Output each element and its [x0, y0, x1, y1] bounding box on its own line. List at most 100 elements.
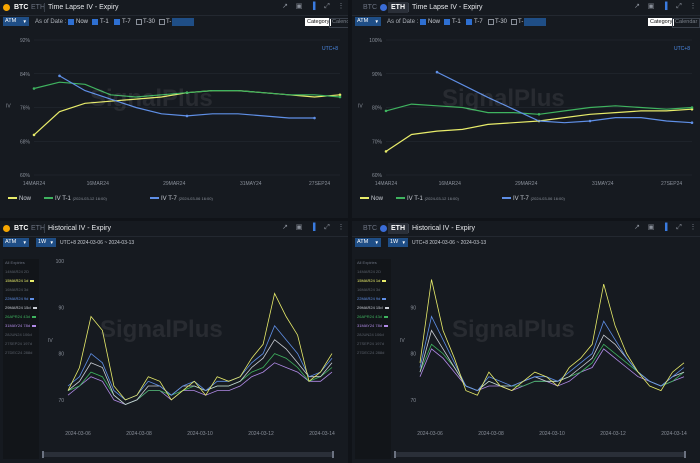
- time-range-scrollbar[interactable]: [42, 451, 334, 458]
- tab-btc[interactable]: BTC: [14, 4, 29, 11]
- panel-title: Historical IV - Expiry: [48, 225, 112, 232]
- expiry-item[interactable]: 15MAR24 1d: [5, 278, 35, 283]
- toggle-calendar[interactable]: Calendar: [329, 18, 348, 28]
- date-picker[interactable]: [172, 18, 194, 26]
- share-icon[interactable]: ↗: [282, 3, 288, 10]
- time-range-scrollbar[interactable]: [394, 451, 686, 458]
- legend-now[interactable]: Now: [8, 194, 31, 204]
- scroll-handle-right[interactable]: [332, 451, 334, 458]
- expiry-item[interactable]: 22MAR24 9d: [357, 296, 387, 301]
- expiry-item[interactable]: 28JUN24 106d: [357, 332, 384, 337]
- tab-eth[interactable]: ETH: [388, 2, 408, 13]
- expiry-item[interactable]: 14MAR24 2D: [357, 269, 381, 274]
- expand-icon[interactable]: ⤢: [676, 224, 682, 231]
- expiry-item[interactable]: 29MAR24 15d: [5, 305, 37, 310]
- share-icon[interactable]: ↗: [634, 3, 640, 10]
- checkbox-t7[interactable]: [466, 19, 472, 25]
- legend-t7[interactable]: IV T-7 (2024-03-06 16:00): [502, 194, 565, 204]
- expiry-item[interactable]: 29MAR24 15d: [357, 305, 389, 310]
- expiry-item[interactable]: 31MAY24 78d: [5, 323, 37, 328]
- expand-icon[interactable]: ⤢: [324, 3, 330, 10]
- more-icon[interactable]: ⋮: [337, 3, 345, 10]
- legend-t1[interactable]: IV T-1 (2024-03-12 16:00): [44, 194, 107, 204]
- x-tick-label: 2024-03-10: [539, 431, 565, 437]
- checkbox-t7[interactable]: [114, 19, 120, 25]
- expand-icon[interactable]: ⤢: [324, 224, 330, 231]
- legend-t1[interactable]: IV T-1 (2024-03-12 16:00): [396, 194, 459, 204]
- share-icon[interactable]: ↗: [634, 224, 640, 231]
- all-expiries-item[interactable]: All Expiries: [357, 260, 377, 265]
- expiry-item[interactable]: 26APR24 43d: [5, 314, 36, 319]
- expiry-marker: [382, 298, 387, 300]
- expiry-item[interactable]: 27DEC24 288d: [357, 350, 384, 355]
- expiry-item[interactable]: 14MAR24 2D: [5, 269, 29, 274]
- expiry-item[interactable]: 26APR24 43d: [357, 314, 388, 319]
- info-icon[interactable]: ▐: [310, 3, 316, 10]
- expiry-item[interactable]: 27SEP24 197d: [357, 341, 384, 346]
- checkbox-t1[interactable]: [92, 19, 98, 25]
- tab-btc[interactable]: BTC: [363, 4, 377, 11]
- checkbox-t1[interactable]: [444, 19, 450, 25]
- expiry-item[interactable]: 16MAR24 3d: [357, 287, 380, 292]
- expiry-item[interactable]: 16MAR24 3d: [5, 287, 28, 292]
- legend-t7[interactable]: IV T-7 (2024-03-06 16:00): [150, 194, 213, 204]
- date-range[interactable]: UTC+8 2024-03-06 ~ 2024-03-13: [60, 240, 135, 246]
- info-icon[interactable]: ▐: [310, 224, 316, 231]
- expiry-item[interactable]: 15MAR24 1d: [357, 278, 387, 283]
- toggle-category[interactable]: Category: [305, 18, 332, 26]
- scroll-handle-left[interactable]: [394, 451, 396, 458]
- scroll-handle-right[interactable]: [684, 451, 686, 458]
- scroll-handle-left[interactable]: [42, 451, 44, 458]
- atm-select[interactable]: ATM ▼: [3, 238, 29, 247]
- more-icon[interactable]: ⋮: [689, 3, 697, 10]
- all-expiries-item[interactable]: All Expiries: [5, 260, 25, 265]
- expiry-item[interactable]: 31MAY24 78d: [357, 323, 389, 328]
- atm-select[interactable]: ATM ▼: [355, 17, 381, 26]
- info-icon[interactable]: ▐: [662, 224, 668, 231]
- date-picker[interactable]: [524, 18, 546, 26]
- eth-historical-chart: 90 80 70 IV 2024-03-06 2024-03-08 2024-03-10 20…: [400, 279, 687, 437]
- tab-eth[interactable]: ETH: [31, 4, 45, 11]
- expiry-marker: [32, 307, 37, 309]
- legend-now[interactable]: Now: [360, 194, 383, 204]
- checkbox-t30[interactable]: [488, 19, 494, 25]
- more-icon[interactable]: ⋮: [337, 224, 345, 231]
- panel-title: Time Lapse IV - Expiry: [48, 4, 119, 11]
- expand-icon[interactable]: ⤢: [676, 3, 682, 10]
- checkbox-custom[interactable]: [159, 19, 165, 25]
- expiry-item[interactable]: 22MAR24 9d: [5, 296, 35, 301]
- checkbox-custom[interactable]: [511, 19, 517, 25]
- series-line: [385, 103, 693, 115]
- atm-select[interactable]: ATM ▼: [355, 238, 381, 247]
- series-line: [436, 71, 693, 124]
- tab-btc[interactable]: BTC: [363, 225, 377, 232]
- expiry-item[interactable]: 28JUN24 106d: [5, 332, 32, 337]
- tab-eth[interactable]: ETH: [31, 225, 45, 232]
- checkbox-t30[interactable]: [136, 19, 142, 25]
- toggle-calendar[interactable]: Calendar: [672, 18, 700, 28]
- expiry-item[interactable]: 27DEC24 288d: [5, 350, 32, 355]
- y-tick-label: 70%: [372, 139, 383, 145]
- atm-select-label: ATM: [5, 239, 17, 245]
- date-range[interactable]: UTC+8 2024-03-06 ~ 2024-03-13: [412, 240, 487, 246]
- share-icon[interactable]: ↗: [282, 224, 288, 231]
- series-line: [67, 325, 333, 401]
- info-icon[interactable]: ▐: [662, 3, 668, 10]
- checkbox-now[interactable]: [68, 19, 74, 25]
- expiry-item[interactable]: 27SEP24 197d: [5, 341, 32, 346]
- image-icon[interactable]: ▣: [295, 224, 303, 231]
- tab-btc[interactable]: BTC: [14, 225, 29, 232]
- period-select[interactable]: 1W ▼: [36, 238, 56, 247]
- period-select[interactable]: 1W ▼: [388, 238, 408, 247]
- data-point: [338, 93, 342, 97]
- more-icon[interactable]: ⋮: [689, 224, 697, 231]
- atm-select[interactable]: ATM ▼: [3, 17, 29, 26]
- image-icon[interactable]: ▣: [295, 3, 303, 10]
- image-icon[interactable]: ▣: [647, 3, 655, 10]
- y-tick-label: 90%: [372, 72, 383, 78]
- image-icon[interactable]: ▣: [647, 224, 655, 231]
- toggle-category[interactable]: Category: [648, 18, 675, 26]
- tab-eth[interactable]: ETH: [388, 223, 408, 234]
- checkbox-now[interactable]: [420, 19, 426, 25]
- x-tick-label: 31MAY24: [592, 181, 614, 187]
